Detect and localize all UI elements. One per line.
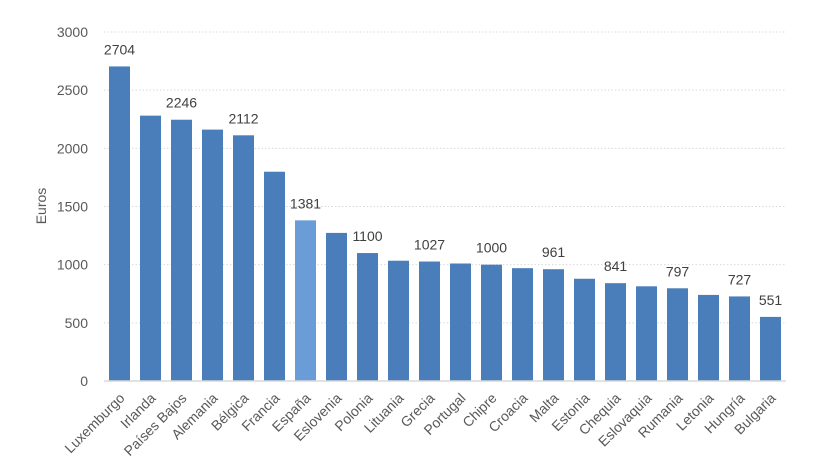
bar-francia bbox=[264, 171, 285, 381]
y-tick-label: 2000 bbox=[57, 140, 88, 156]
y-tick-label: 2500 bbox=[57, 82, 88, 98]
data-label: 961 bbox=[542, 244, 566, 260]
data-label: 797 bbox=[666, 263, 690, 279]
bar-luxemburgo bbox=[109, 66, 130, 382]
data-label: 1027 bbox=[414, 237, 445, 253]
y-tick-label: 0 bbox=[80, 373, 88, 389]
bar-rumania bbox=[667, 288, 688, 381]
y-axis-ticks: 0 500 1000 1500 2000 2500 3000 bbox=[57, 24, 88, 389]
bar-eslovaquia bbox=[636, 286, 657, 381]
data-label: 1381 bbox=[290, 195, 321, 211]
bar-países-bajos bbox=[171, 119, 192, 381]
bar-españa bbox=[295, 220, 316, 381]
data-label: 1000 bbox=[476, 240, 507, 256]
bars bbox=[109, 66, 781, 382]
data-label: 841 bbox=[604, 258, 628, 274]
data-labels: 2704 2246 2112 1381 1100 1027 1000 961 841 797 727… bbox=[104, 41, 782, 307]
bar-estonia bbox=[574, 278, 595, 381]
bar-portugal bbox=[450, 263, 471, 381]
y-tick-label: 500 bbox=[65, 315, 89, 331]
y-tick-label: 1500 bbox=[57, 199, 88, 215]
bar-alemania bbox=[202, 129, 223, 381]
bar-polonia bbox=[357, 253, 378, 381]
bar-croacia bbox=[512, 268, 533, 381]
bar-chequia bbox=[605, 283, 626, 381]
bar-grecia bbox=[419, 261, 440, 381]
bar-bulgaria bbox=[760, 316, 781, 381]
data-label: 2112 bbox=[228, 110, 258, 126]
bar-eslovenia bbox=[326, 232, 347, 381]
bar-bélgica bbox=[233, 135, 254, 381]
y-axis-title: Euros bbox=[33, 188, 49, 225]
data-label: 2246 bbox=[166, 95, 197, 111]
bar-chipre bbox=[481, 264, 502, 381]
bar-malta bbox=[543, 269, 564, 381]
data-label: 2704 bbox=[104, 41, 135, 57]
bar-hungría bbox=[729, 296, 750, 381]
y-tick-label: 3000 bbox=[57, 24, 88, 40]
x-category-label: Luxemburgo bbox=[61, 390, 127, 456]
bar-irlanda bbox=[140, 115, 161, 381]
data-label: 551 bbox=[759, 292, 783, 308]
bar-letonia bbox=[698, 294, 719, 381]
y-tick-label: 1000 bbox=[57, 257, 88, 273]
data-label: 727 bbox=[728, 271, 752, 287]
bar-lituania bbox=[388, 260, 409, 381]
data-label: 1100 bbox=[352, 228, 382, 244]
